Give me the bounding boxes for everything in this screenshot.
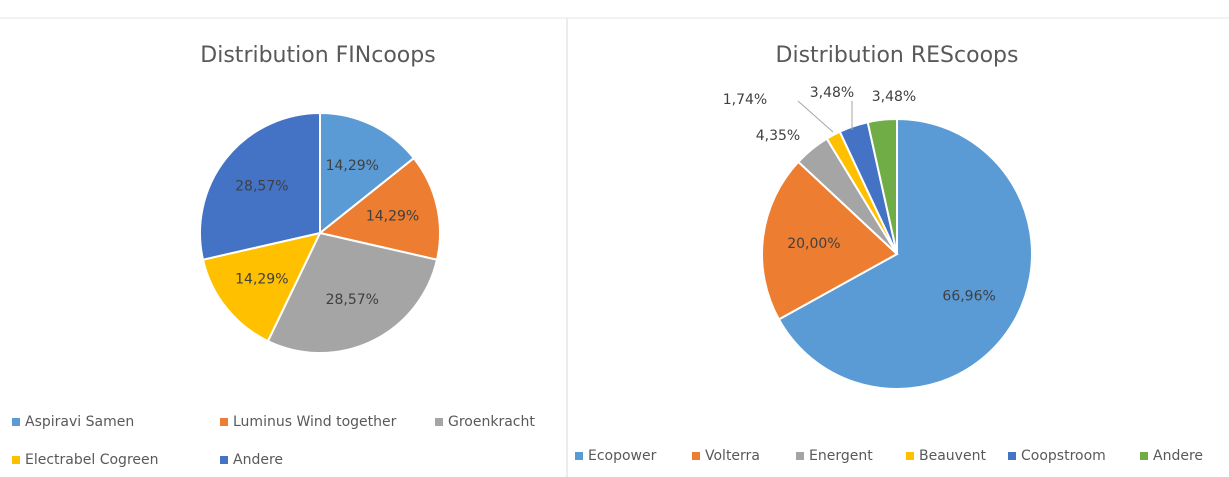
legend-label: Beauvent — [919, 448, 986, 464]
legend-swatch — [12, 418, 20, 426]
legend-swatch — [1008, 452, 1016, 460]
legend-swatch — [435, 418, 443, 426]
legend-swatch — [220, 456, 228, 464]
legend-swatch — [12, 456, 20, 464]
legend-label: Ecopower — [588, 448, 657, 464]
legend-swatch — [1140, 452, 1148, 460]
legend-label: Energent — [809, 448, 873, 464]
pie-slice — [266, 231, 439, 354]
legend-swatch — [906, 452, 914, 460]
chart-title: Distribution FINcoops — [200, 43, 435, 68]
legend-label: Andere — [1153, 448, 1203, 464]
pie-slice — [201, 231, 322, 343]
pie-slice — [777, 117, 1033, 390]
legend-label: Coopstroom — [1021, 448, 1106, 464]
chart-title: Distribution REScoops — [776, 43, 1019, 68]
pie-slice — [199, 111, 321, 261]
data-label: 14,29% — [366, 208, 419, 224]
legend-swatch — [220, 418, 228, 426]
data-label: 28,57% — [326, 292, 379, 308]
legend-swatch — [796, 452, 804, 460]
legend-label: Luminus Wind together — [233, 414, 397, 430]
data-label: 20,00% — [787, 236, 840, 252]
legend-label: Electrabel Cogreen — [25, 452, 159, 468]
data-label: 14,29% — [326, 158, 379, 174]
data-label: 28,57% — [235, 179, 288, 195]
legend-label: Volterra — [705, 448, 760, 464]
legend-swatch — [575, 452, 583, 460]
legend-label: Aspiravi Samen — [25, 414, 134, 430]
pie-slice — [319, 111, 416, 236]
data-label: 4,35% — [756, 128, 800, 144]
legend-label: Groenkracht — [448, 414, 535, 430]
pie-slice — [317, 156, 441, 261]
data-label: 1,74% — [723, 92, 767, 108]
data-label: 14,29% — [235, 271, 288, 287]
pie-slice — [866, 117, 898, 255]
legend-swatch — [692, 452, 700, 460]
data-label: 66,96% — [942, 289, 995, 305]
pie-slice — [761, 160, 899, 321]
legend-label: Andere — [233, 452, 283, 468]
data-label: 3,48% — [810, 85, 854, 101]
leader-line — [797, 100, 834, 133]
data-label: 3,48% — [872, 89, 916, 105]
